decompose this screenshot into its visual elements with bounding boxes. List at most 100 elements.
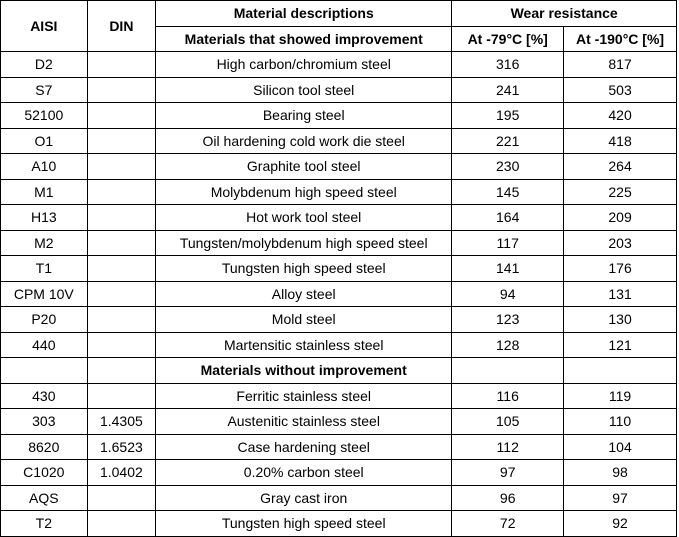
table-row: O1 Oil hardening cold work die steel 221 41… — [0, 127, 677, 154]
cell-din — [86, 510, 157, 537]
cell-din — [86, 127, 157, 154]
cell-aisi: A10 — [0, 153, 88, 180]
cell-wear-79: 145 — [451, 178, 565, 205]
cell-din — [86, 51, 157, 78]
not-improved-materials-body: 430 Ferritic stainless steel 116 119 303 1.43… — [0, 382, 677, 537]
cell-wear-190: 104 — [563, 433, 677, 460]
cell-wear-190: 119 — [563, 382, 677, 409]
cell-wear-79: 112 — [451, 433, 565, 460]
cell-description: Tungsten high speed steel — [155, 255, 453, 282]
table-row: P20 Mold steel 123 130 — [0, 306, 677, 333]
cell-wear-190: 176 — [563, 255, 677, 282]
cell-wear-79: 221 — [451, 127, 565, 154]
cell-din — [86, 255, 157, 282]
cell-din — [86, 204, 157, 231]
cell-din — [86, 382, 157, 409]
cell-wear-79: 97 — [451, 459, 565, 486]
cell-wear-79: 117 — [451, 229, 565, 256]
section-empty-aisi — [0, 357, 88, 384]
table-row: AQS Gray cast iron 96 97 — [0, 484, 677, 511]
cell-aisi: H13 — [0, 204, 88, 231]
header-din: DIN — [86, 0, 157, 52]
cell-aisi: C1020 — [0, 459, 88, 486]
cell-wear-190: 203 — [563, 229, 677, 256]
cell-aisi: M2 — [0, 229, 88, 256]
cell-description: Silicon tool steel — [155, 76, 453, 103]
cell-wear-79: 128 — [451, 331, 565, 358]
cell-wear-79: 195 — [451, 102, 565, 129]
header-at-minus-79: At -79°C [%] — [451, 25, 565, 52]
cell-description: Hot work tool steel — [155, 204, 453, 231]
cell-wear-190: 225 — [563, 178, 677, 205]
cell-din — [86, 76, 157, 103]
cell-wear-190: 130 — [563, 306, 677, 333]
table-row: 8620 1.6523 Case hardening steel 112 104 — [0, 433, 677, 460]
cell-din: 1.6523 — [86, 433, 157, 460]
cell-description: Gray cast iron — [155, 484, 453, 511]
cell-description: Bearing steel — [155, 102, 453, 129]
table-row: S7 Silicon tool steel 241 503 — [0, 76, 677, 103]
table-row: M2 Tungsten/molybdenum high speed steel 11… — [0, 229, 677, 256]
cell-aisi: AQS — [0, 484, 88, 511]
cell-aisi: T1 — [0, 255, 88, 282]
cell-din — [86, 306, 157, 333]
cell-aisi: 52100 — [0, 102, 88, 129]
cell-description: High carbon/chromium steel — [155, 51, 453, 78]
cell-din — [86, 178, 157, 205]
cell-wear-79: 230 — [451, 153, 565, 180]
header-materials-improved: Materials that showed improvement — [155, 25, 453, 52]
cell-din — [86, 331, 157, 358]
cell-wear-190: 92 — [563, 510, 677, 537]
table-row: CPM 10V Alloy steel 94 131 — [0, 280, 677, 307]
cell-wear-79: 123 — [451, 306, 565, 333]
section-header-row: Materials without improvement — [0, 357, 677, 384]
header-wear-resistance: Wear resistance — [451, 0, 677, 27]
cell-wear-190: 264 — [563, 153, 677, 180]
header-row-2: Materials that showed improvement At -79… — [1, 25, 677, 52]
cell-aisi: T2 — [0, 510, 88, 537]
table-row: T2 Tungsten high speed steel 72 92 — [0, 510, 677, 537]
cell-wear-79: 164 — [451, 204, 565, 231]
table-header: AISI DIN Material descriptions Wear resi… — [0, 0, 677, 52]
cell-wear-190: 817 — [563, 51, 677, 78]
cell-description: Ferritic stainless steel — [155, 382, 453, 409]
header-aisi: AISI — [0, 0, 88, 52]
cell-din — [86, 153, 157, 180]
section-materials-without-improvement: Materials without improvement — [155, 357, 453, 384]
table-row: C1020 1.0402 0.20% carbon steel 97 98 — [0, 459, 677, 486]
cell-wear-79: 141 — [451, 255, 565, 282]
cell-aisi: M1 — [0, 178, 88, 205]
table-row: 303 1.4305 Austenitic stainless steel 105 11… — [0, 408, 677, 435]
header-row-1: AISI DIN Material descriptions Wear resi… — [0, 0, 677, 52]
cell-wear-79: 241 — [451, 76, 565, 103]
cell-wear-79: 94 — [451, 280, 565, 307]
cell-description: Tungsten high speed steel — [155, 510, 453, 537]
cell-aisi: O1 — [0, 127, 88, 154]
cell-wear-190: 418 — [563, 127, 677, 154]
cell-wear-79: 116 — [451, 382, 565, 409]
cell-description: Graphite tool steel — [155, 153, 453, 180]
cell-description: Molybdenum high speed steel — [155, 178, 453, 205]
cell-din — [86, 229, 157, 256]
table-row: 440 Martensitic stainless steel 128 121 — [0, 331, 677, 358]
cell-aisi: 303 — [0, 408, 88, 435]
table-row: D2 High carbon/chromium steel 316 817 — [0, 51, 677, 78]
cell-wear-79: 105 — [451, 408, 565, 435]
cell-description: Mold steel — [155, 306, 453, 333]
cell-din — [86, 280, 157, 307]
cell-wear-190: 121 — [563, 331, 677, 358]
cell-din — [86, 102, 157, 129]
table-row: A10 Graphite tool steel 230 264 — [0, 153, 677, 180]
cell-aisi: P20 — [0, 306, 88, 333]
cell-aisi: 8620 — [0, 433, 88, 460]
cell-description: 0.20% carbon steel — [155, 459, 453, 486]
cell-wear-190: 97 — [563, 484, 677, 511]
cell-description: Oil hardening cold work die steel — [155, 127, 453, 154]
cell-wear-79: 316 — [451, 51, 565, 78]
cell-aisi: 440 — [0, 331, 88, 358]
cell-wear-190: 110 — [563, 408, 677, 435]
cell-description: Martensitic stainless steel — [155, 331, 453, 358]
cell-aisi: S7 — [0, 76, 88, 103]
cell-wear-190: 503 — [563, 76, 677, 103]
